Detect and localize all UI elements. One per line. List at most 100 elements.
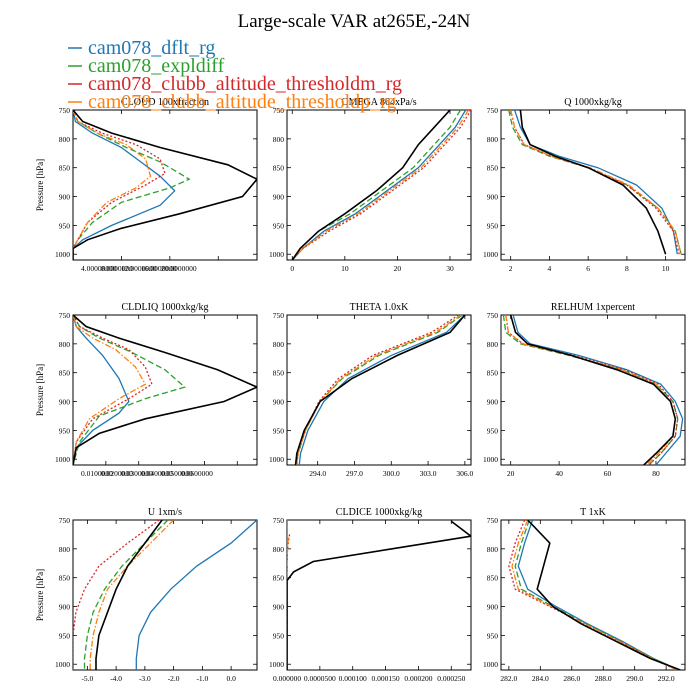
y-tick-label: 950 bbox=[487, 426, 499, 435]
plot-frame bbox=[72, 314, 258, 466]
x-tick-label: 2 bbox=[509, 264, 513, 273]
x-tick-label: 20 bbox=[394, 264, 402, 273]
y-tick-label: 1000 bbox=[55, 250, 70, 259]
y-tick-label: 950 bbox=[59, 631, 71, 640]
y-tick-label: 1000 bbox=[269, 250, 284, 259]
plot-frame bbox=[500, 109, 686, 261]
panels-group: CLOUD 100xfraction Pressure [hPa] 750 800 85… bbox=[35, 97, 686, 683]
panel-title: OMEGA 864xPa/s bbox=[341, 97, 416, 108]
series-line-0 bbox=[73, 315, 130, 465]
plot-frame bbox=[286, 109, 472, 261]
x-tick-label: -5.0 bbox=[81, 674, 93, 683]
series-group bbox=[502, 315, 684, 465]
y-axis-label: Pressure [hPa] bbox=[35, 364, 45, 416]
series-line-2 bbox=[508, 520, 678, 670]
series-group bbox=[291, 110, 471, 260]
series-line-3 bbox=[511, 520, 678, 670]
x-tick-label: 290.0 bbox=[626, 674, 643, 683]
x-tick-label: 0.000250 bbox=[437, 674, 465, 683]
x-tick-label: 292.0 bbox=[658, 674, 675, 683]
panel-6: U 1xm/s Pressure [hPa] 750 800 850 900 950 1000… bbox=[35, 507, 258, 683]
series-line-4 bbox=[73, 315, 257, 465]
y-tick-label: 800 bbox=[487, 545, 499, 554]
y-tick-label: 950 bbox=[273, 221, 285, 230]
y-tick-label: 850 bbox=[487, 164, 499, 173]
series-line-4 bbox=[95, 520, 163, 670]
series-line-2 bbox=[505, 315, 679, 465]
series-line-2 bbox=[73, 520, 160, 670]
y-tick-label: 950 bbox=[59, 426, 71, 435]
y-tick-label: 800 bbox=[273, 135, 285, 144]
series-group bbox=[73, 520, 257, 670]
y-tick-label: 900 bbox=[273, 398, 285, 407]
series-line-3 bbox=[89, 520, 175, 670]
x-tick-label: -4.0 bbox=[110, 674, 122, 683]
panel-title: U 1xm/s bbox=[148, 507, 182, 518]
series-line-1 bbox=[502, 315, 679, 465]
panel-title: Q 1000xkg/kg bbox=[564, 97, 622, 108]
panel-title: T 1xK bbox=[580, 507, 606, 518]
y-tick-label: 750 bbox=[273, 106, 285, 115]
x-tick-label: 284.0 bbox=[532, 674, 549, 683]
y-axis-label: Pressure [hPa] bbox=[35, 159, 45, 211]
y-tick-label: 900 bbox=[487, 193, 499, 202]
x-tick-label: 40 bbox=[555, 469, 563, 478]
panel-1: OMEGA 864xPa/s 750 800 850 900 950 1000 0 10 20 30 bbox=[269, 97, 472, 273]
y-tick-label: 1000 bbox=[483, 250, 498, 259]
series-line-3 bbox=[73, 315, 147, 465]
x-tick-label: 4 bbox=[548, 264, 552, 273]
y-tick-label: 850 bbox=[59, 574, 71, 583]
y-tick-label: 950 bbox=[59, 221, 71, 230]
x-tick-label: 8.0000000 bbox=[101, 264, 133, 273]
y-tick-label: 850 bbox=[59, 164, 71, 173]
y-tick-label: 800 bbox=[273, 340, 285, 349]
x-tick-label: 20.0000000 bbox=[161, 264, 197, 273]
y-tick-label: 800 bbox=[59, 545, 71, 554]
y-tick-label: 750 bbox=[487, 516, 499, 525]
y-tick-label: 1000 bbox=[269, 455, 284, 464]
y-tick-label: 850 bbox=[487, 369, 499, 378]
series-line-4 bbox=[509, 315, 677, 465]
legend: cam078_dflt_rgcam078_expldiffcam078_club… bbox=[68, 37, 402, 113]
series-line-2 bbox=[510, 110, 680, 255]
panel-7: CLDICE 1000xkg/kg 750 800 850 900 950 1000 0.00… bbox=[269, 507, 472, 683]
x-tick-label: 0.0600000 bbox=[181, 469, 213, 478]
panel-0: CLOUD 100xfraction Pressure [hPa] 750 800 85… bbox=[35, 97, 258, 273]
series-line-1 bbox=[291, 110, 462, 260]
x-tick-label: 303.0 bbox=[420, 469, 437, 478]
x-tick-label: 306.0 bbox=[456, 469, 473, 478]
series-group bbox=[73, 315, 257, 465]
x-tick-label: 282.0 bbox=[500, 674, 517, 683]
x-tick-label: -2.0 bbox=[168, 674, 180, 683]
panel-title: CLOUD 100xfraction bbox=[121, 97, 209, 108]
y-tick-label: 900 bbox=[59, 398, 71, 407]
x-tick-label: -3.0 bbox=[139, 674, 151, 683]
panel-5: RELHUM 1xpercent 750 800 850 900 950 1000 20 40 6… bbox=[483, 302, 686, 478]
y-tick-label: 800 bbox=[487, 340, 499, 349]
y-tick-label: 950 bbox=[487, 221, 499, 230]
plot-frame bbox=[286, 314, 472, 466]
series-line-4 bbox=[73, 110, 257, 260]
series-line-1 bbox=[514, 520, 679, 670]
x-tick-label: 288.0 bbox=[595, 674, 612, 683]
y-tick-label: 1000 bbox=[269, 660, 284, 669]
series-line-3 bbox=[505, 315, 676, 465]
plot-frame bbox=[500, 314, 686, 466]
series-line-0 bbox=[513, 110, 678, 255]
figure-title: Large-scale VAR at265E,-24N bbox=[238, 11, 471, 32]
y-tick-label: 900 bbox=[59, 603, 71, 612]
y-tick-label: 800 bbox=[273, 545, 285, 554]
y-tick-label: 750 bbox=[59, 311, 71, 320]
x-tick-label: 0.0300000 bbox=[121, 469, 153, 478]
y-tick-label: 1000 bbox=[55, 455, 70, 464]
series-line-3 bbox=[287, 537, 289, 670]
y-tick-label: 950 bbox=[273, 631, 285, 640]
panel-title: RELHUM 1xpercent bbox=[551, 302, 635, 313]
x-tick-label: 0 bbox=[290, 264, 294, 273]
series-line-2 bbox=[73, 315, 153, 465]
y-tick-label: 800 bbox=[59, 340, 71, 349]
y-tick-label: 950 bbox=[273, 426, 285, 435]
series-line-4 bbox=[294, 315, 466, 465]
y-tick-label: 750 bbox=[273, 516, 285, 525]
